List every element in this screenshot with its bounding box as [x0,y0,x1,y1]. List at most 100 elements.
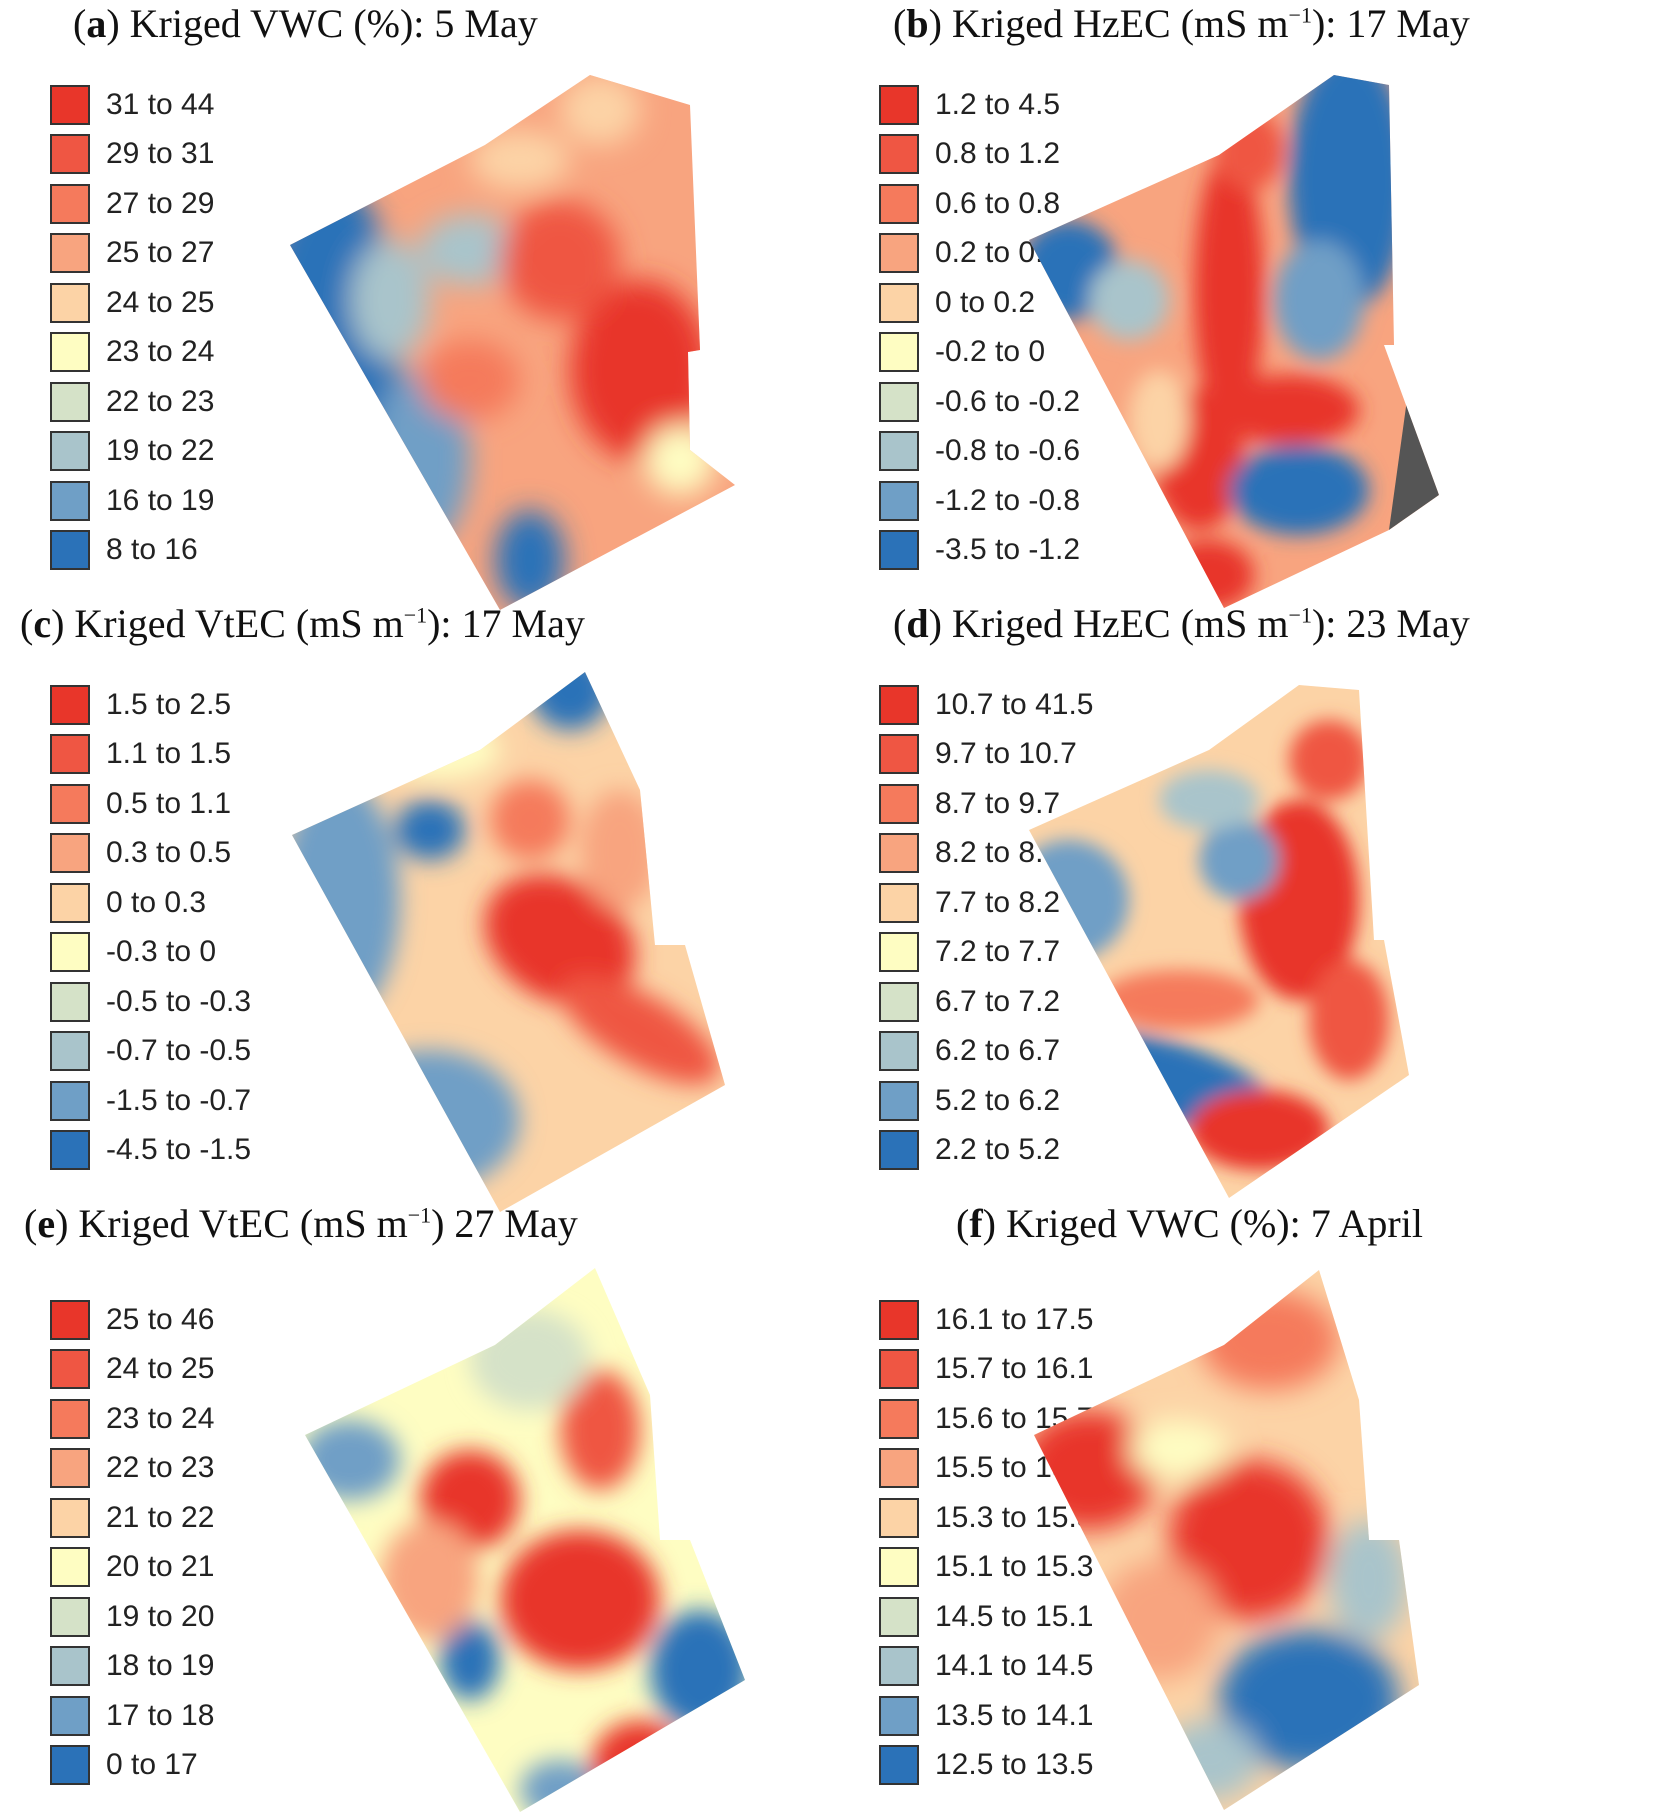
legend-label: 18 to 19 [106,1649,215,1683]
legend-swatch [50,134,90,175]
legend-label: 19 to 22 [106,434,215,468]
legend-label: 19 to 20 [106,1599,215,1633]
legend-item: 24 to 25 [50,1345,214,1395]
legend-label: 1.2 to 4.5 [935,87,1061,121]
legend-swatch [50,783,90,824]
legend: 31 to 44 29 to 31 27 to 29 25 to 27 24 to 25… [50,80,214,575]
legend-swatch [879,684,919,725]
panel-a: (a) Kriged VWC (%): 5 May 31 to 44 29 to … [0,0,829,610]
legend-item: 14.5 to 15.1 [879,1592,1093,1642]
legend-item: 27 to 29 [50,179,214,229]
legend-item: 12.5 to 13.5 [879,1741,1093,1791]
kriged-map-vwc-5may [290,75,735,610]
legend-item: 24 to 25 [50,278,214,328]
legend-label: 22 to 23 [106,384,215,418]
panel-c: (c) Kriged VtEC (mS m−1): 17 May 1.5 to … [0,600,829,1212]
legend-item: 1.2 to 4.5 [879,80,1080,130]
legend-swatch [50,381,90,422]
legend-label: 0.5 to 1.1 [106,786,232,820]
legend-item: 25 to 46 [50,1295,214,1345]
legend-item: -1.2 to -0.8 [879,476,1080,526]
legend-item: -1.5 to -0.7 [50,1076,251,1126]
legend-label: -1.2 to -0.8 [935,483,1081,517]
legend-swatch [879,833,919,874]
legend-swatch [50,833,90,874]
legend-swatch [50,1695,90,1736]
legend-label: 12.5 to 13.5 [935,1748,1094,1782]
legend-item: 0.5 to 1.1 [50,779,251,829]
legend-swatch [879,183,919,224]
legend-swatch [50,1031,90,1072]
legend: 25 to 46 24 to 25 23 to 24 22 to 23 21 to 22… [50,1295,214,1790]
kriged-map-vtec-27may [305,1268,745,1812]
panel-title: (e) Kriged VtEC (mS m−1) 27 May [24,1201,578,1246]
legend-item: 23 to 24 [50,1394,214,1444]
legend-swatch [879,480,919,521]
legend-label: -0.6 to -0.2 [935,384,1081,418]
legend-label: 5.2 to 6.2 [935,1083,1061,1117]
kriged-map-hzec-23may [1029,685,1409,1198]
legend-item: -0.5 to -0.3 [50,977,251,1027]
legend-swatch [879,1448,919,1489]
legend-swatch [879,1299,919,1340]
legend-swatch [879,1130,919,1171]
legend-swatch [50,1398,90,1439]
legend-swatch [50,684,90,725]
legend-swatch [879,1349,919,1390]
legend-label: 7.2 to 7.7 [935,935,1061,969]
legend-swatch [50,332,90,373]
legend-label: 15.3 to 15.5 [935,1500,1094,1534]
legend-item: -0.3 to 0 [50,928,251,978]
legend-label: 0.6 to 0.8 [935,186,1061,220]
legend-swatch [50,1646,90,1687]
legend-label: 15.1 to 15.3 [935,1550,1094,1584]
legend: 1.5 to 2.5 1.1 to 1.5 0.5 to 1.1 0.3 to 0.5… [50,680,251,1175]
legend-swatch [879,783,919,824]
legend-label: 25 to 27 [106,236,215,270]
legend-swatch [50,233,90,274]
panel-f: (f) Kriged VWC (%): 7 April 16.1 to 17.5… [829,1200,1658,1810]
legend-swatch [879,1497,919,1538]
legend-swatch [50,932,90,973]
legend-label: 14.1 to 14.5 [935,1649,1094,1683]
legend-swatch [50,981,90,1022]
legend-item: 0 to 0.2 [879,278,1080,328]
kriged-map-hzec-17may [1029,75,1439,608]
legend-swatch [50,1080,90,1121]
legend-label: 13.5 to 14.1 [935,1698,1094,1732]
legend-item: 22 to 23 [50,377,214,427]
legend-swatch [879,1596,919,1637]
legend-label: -0.7 to -0.5 [106,1034,252,1068]
legend-swatch [50,1130,90,1171]
legend-label: -0.5 to -0.3 [106,984,252,1018]
legend-swatch [879,134,919,175]
legend-swatch [879,1695,919,1736]
legend-label: 1.5 to 2.5 [106,687,232,721]
legend-item: 6.7 to 7.2 [879,977,1093,1027]
legend-swatch [879,84,919,125]
legend-swatch [879,1547,919,1588]
legend-item: 1.1 to 1.5 [50,730,251,780]
kriged-map-vwc-7april [1034,1270,1419,1810]
legend-item: 15.7 to 16.1 [879,1345,1093,1395]
legend-swatch [879,882,919,923]
legend-label: 2.2 to 5.2 [935,1133,1061,1167]
legend-swatch [50,1349,90,1390]
legend: 1.2 to 4.5 0.8 to 1.2 0.6 to 0.8 0.2 to 0.6… [879,80,1080,575]
legend-item: 19 to 22 [50,427,214,477]
legend-item: 8.2 to 8.7 [879,829,1093,879]
legend-item: 25 to 27 [50,229,214,279]
legend-label: 0.8 to 1.2 [935,137,1061,171]
legend-item: -0.2 to 0 [879,328,1080,378]
legend-label: -0.2 to 0 [935,335,1046,369]
legend-item: 23 to 24 [50,328,214,378]
legend-swatch [50,183,90,224]
legend-label: 24 to 25 [106,285,215,319]
kriged-map-vtec-17may [292,672,725,1212]
legend-item: -3.5 to -1.2 [879,526,1080,576]
legend-swatch [879,1080,919,1121]
legend-label: 17 to 18 [106,1698,215,1732]
legend-item: 6.2 to 6.7 [879,1027,1093,1077]
legend-swatch [879,1031,919,1072]
legend-label: 23 to 24 [106,1401,215,1435]
